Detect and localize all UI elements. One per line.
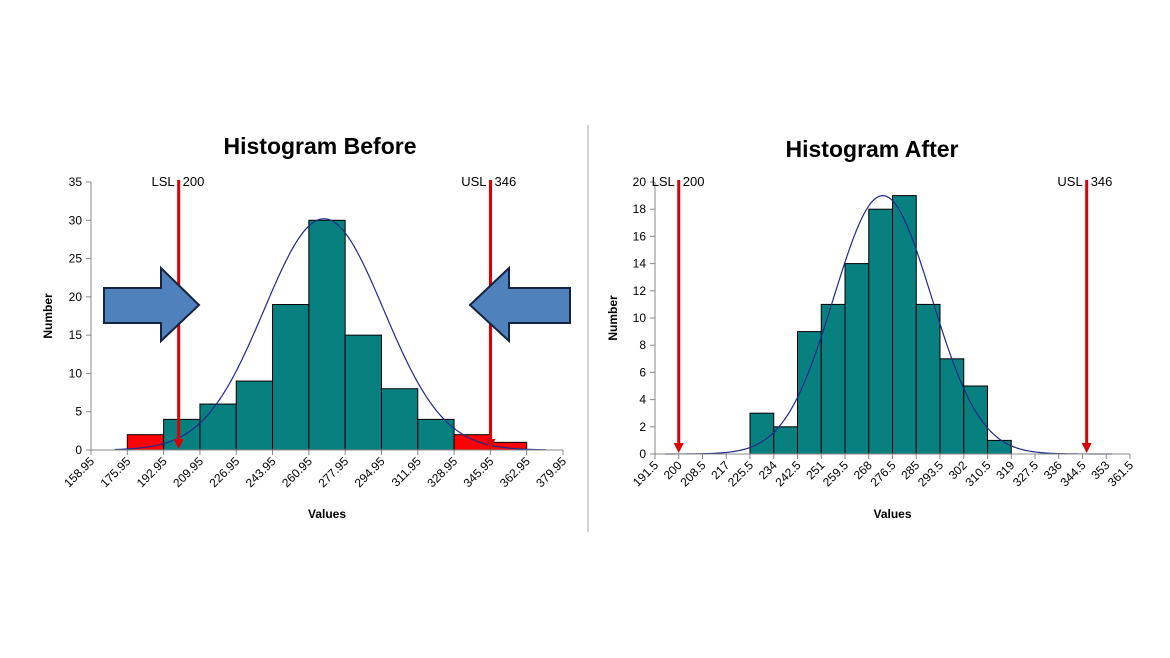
y-tick-label: 20 [69, 290, 83, 304]
histogram-bar [987, 439, 1012, 455]
y-tick-label: 4 [639, 393, 646, 407]
y-tick-label: 6 [639, 365, 646, 379]
histogram-bar [163, 418, 201, 451]
x-tick-label: 276.5 [867, 458, 898, 489]
histogram-bar [868, 208, 893, 455]
chart-title: Histogram After [786, 136, 959, 162]
y-tick-label: 8 [639, 338, 646, 352]
x-tick-label: 259.5 [820, 458, 851, 489]
y-tick-label: 16 [633, 229, 647, 243]
x-tick-label: 225.5 [725, 458, 756, 489]
lsl-value: 200 [183, 174, 205, 189]
y-tick-label: 15 [69, 328, 83, 342]
x-axis-title: Values [873, 507, 911, 521]
x-tick-label: 243.95 [243, 454, 279, 490]
histogram-bar [773, 426, 798, 455]
histogram-bar [749, 412, 775, 455]
usl-value: 346 [1091, 174, 1113, 189]
x-tick-label: 327.5 [1010, 458, 1041, 489]
histogram-bar [453, 434, 491, 451]
histogram-bar [272, 304, 310, 451]
x-tick-label: 310.5 [962, 458, 993, 489]
lsl-label: LSL [652, 174, 675, 189]
y-tick-label: 25 [69, 252, 83, 266]
usl-label: USL [461, 174, 486, 189]
y-tick-label: 14 [633, 257, 647, 271]
y-tick-label: 10 [69, 366, 83, 380]
lsl-arrowhead [173, 439, 184, 449]
histogram-bar [199, 403, 237, 451]
histogram-bar [797, 331, 822, 455]
y-tick-label: 2 [639, 420, 646, 434]
lsl-value: 200 [683, 174, 705, 189]
x-tick-label: 361.5 [1105, 458, 1136, 489]
usl-arrowhead [1081, 443, 1092, 453]
y-axis-title: Number [41, 293, 55, 339]
chart-title: Histogram Before [224, 133, 417, 159]
histogram-bar [308, 219, 346, 451]
usl-arrowhead [485, 439, 496, 449]
y-axis-title: Number [606, 295, 620, 341]
x-tick-label: 192.95 [134, 454, 170, 490]
x-tick-label: 226.95 [206, 454, 242, 490]
x-tick-label: 242.5 [772, 458, 803, 489]
histogram-bar [417, 418, 455, 451]
x-tick-label: 191.5 [630, 458, 661, 489]
histogram-bar [892, 195, 917, 455]
x-tick-label: 293.5 [915, 458, 946, 489]
x-tick-label: 277.95 [315, 454, 351, 490]
histogram-bar [915, 303, 941, 455]
x-tick-label: 344.5 [1057, 458, 1088, 489]
histogram-bar [235, 380, 274, 451]
x-tick-label: 175.95 [98, 454, 134, 490]
x-tick-label: 362.95 [497, 454, 533, 490]
x-tick-label: 208.5 [677, 458, 708, 489]
x-tick-label: 379.95 [533, 454, 569, 490]
x-tick-label: 345.95 [461, 454, 497, 490]
x-axis-title: Values [308, 507, 346, 521]
normal-curve [664, 195, 1112, 455]
histogram-bar [844, 263, 870, 455]
y-tick-label: 30 [69, 213, 83, 227]
x-tick-label: 328.95 [424, 454, 460, 490]
usl-label: USL [1057, 174, 1082, 189]
lsl-label: LSL [152, 174, 175, 189]
y-tick-label: 35 [69, 175, 83, 189]
histogram-bar [939, 358, 965, 455]
x-tick-label: 209.95 [170, 454, 206, 490]
x-tick-label: 158.95 [61, 454, 97, 490]
lsl-arrowhead [673, 443, 684, 453]
normal-curve [114, 218, 547, 451]
y-tick-label: 0 [75, 443, 82, 457]
y-tick-label: 12 [633, 284, 647, 298]
histogram-before-chart: Histogram Before 0 5 10 15 20 25 30 35 158.95 175.… [41, 133, 571, 521]
histogram-bar [380, 388, 419, 451]
usl-value: 346 [494, 174, 516, 189]
y-tick-label: 18 [633, 202, 647, 216]
x-tick-label: 260.95 [279, 454, 315, 490]
arrow-left-icon [468, 265, 571, 344]
histogram-after-chart: Histogram After 0 2 4 6 8 10 12 14 16 18 20 191.5 200… [606, 136, 1136, 521]
x-tick-label: 311.95 [389, 454, 424, 489]
y-tick-label: 10 [633, 311, 647, 325]
y-tick-label: 0 [639, 447, 646, 461]
y-tick-label: 20 [633, 175, 647, 189]
histogram-bar [344, 334, 382, 451]
arrow-right-icon [103, 265, 201, 344]
x-tick-label: 294.95 [352, 454, 388, 490]
y-tick-label: 5 [75, 405, 82, 419]
